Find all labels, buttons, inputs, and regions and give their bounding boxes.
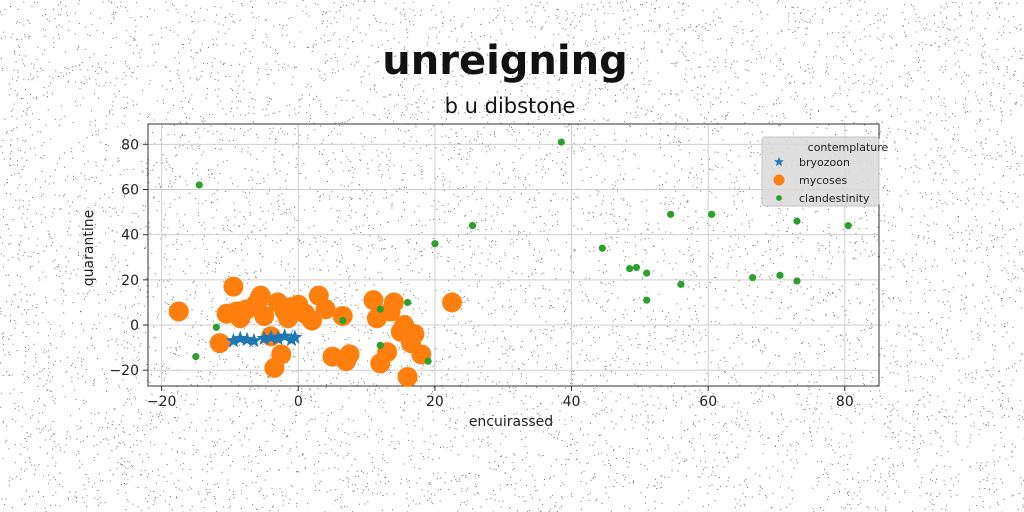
clandestinity-point — [376, 305, 384, 313]
y-tick-label: 60 — [121, 183, 139, 199]
y-axis-label: quarantine — [81, 210, 97, 286]
clandestinity-point — [643, 269, 651, 277]
mycoses-point — [397, 366, 418, 387]
clandestinity-point — [793, 217, 801, 225]
clandestinity-point — [424, 357, 432, 365]
x-tick-label: 60 — [699, 394, 717, 410]
clandestinity-point — [749, 273, 757, 282]
axis-ticks: −20 0 20 40 60 80 −20 0 20 40 60 80 — [109, 137, 853, 410]
clandestinity-point — [195, 181, 203, 189]
clandestinity-point — [626, 264, 634, 273]
legend-marker-bryozoon — [774, 156, 784, 167]
clandestinity-point — [677, 280, 685, 288]
legend-title: contemplature — [808, 141, 889, 154]
mycoses-point — [363, 290, 384, 311]
clandestinity-point — [598, 244, 606, 252]
data-marks — [168, 138, 852, 387]
bryozoon-point — [277, 328, 293, 343]
mycoses-point — [271, 344, 292, 365]
mycoses-point — [301, 310, 322, 331]
clandestinity-point — [468, 222, 477, 230]
clandestinity-point — [643, 296, 651, 304]
x-tick-label: 0 — [294, 394, 303, 410]
x-tick-label: −20 — [147, 394, 177, 410]
clandestinity-point — [632, 263, 641, 272]
clandestinity-point — [192, 353, 200, 361]
mycoses-point — [383, 292, 404, 313]
clandestinity-point — [708, 210, 716, 218]
y-tick-label: 20 — [121, 273, 139, 289]
bryozoon-point — [270, 330, 286, 346]
bryozoon-point — [256, 330, 272, 346]
bryozoon-point — [246, 332, 262, 348]
mycoses-point — [332, 305, 353, 326]
chart-suptitle: unreigning — [382, 38, 627, 84]
legend-items: bryozoon mycoses clandestinity — [773, 156, 870, 205]
bryozoon-point — [287, 329, 303, 344]
legend-box — [761, 136, 880, 207]
x-axis-label: encuirassed — [469, 414, 553, 430]
mycoses-point — [404, 324, 425, 345]
y-tick-label: 80 — [121, 137, 139, 153]
y-tick-label: 0 — [130, 318, 139, 334]
chart-title: b u dibstone — [445, 94, 576, 118]
clandestinity-point — [776, 271, 784, 279]
legend: contemplature bryozoon mycoses clandestini… — [761, 136, 889, 207]
y-tick-label: −20 — [109, 363, 139, 379]
mycoses-point — [442, 292, 463, 313]
x-tick-label: 40 — [563, 394, 581, 410]
legend-marker-mycoses — [773, 174, 785, 186]
legend-label-bryozoon: bryozoon — [799, 156, 850, 169]
clandestinity-point — [793, 277, 801, 285]
clandestinity-point — [844, 222, 852, 230]
clandestinity-point — [339, 316, 347, 325]
mycoses-point — [209, 333, 230, 354]
legend-marker-clandestinity — [776, 195, 782, 201]
mycoses-point — [339, 344, 360, 365]
bryozoon-point — [283, 331, 300, 347]
clandestinity-point — [404, 298, 412, 307]
clandestinity-point — [376, 341, 384, 349]
mycoses-point — [250, 285, 271, 306]
clandestinity-point — [212, 323, 220, 331]
bryozoon-point — [225, 332, 242, 348]
legend-label-clandestinity: clandestinity — [799, 192, 870, 205]
mycoses-point — [168, 301, 189, 322]
clandestinity-point — [557, 138, 565, 146]
clandestinity-point — [431, 240, 439, 248]
x-tick-label: 80 — [836, 394, 854, 410]
x-tick-label: 20 — [426, 394, 444, 410]
y-tick-label: 40 — [121, 228, 139, 244]
mycoses-point — [254, 305, 275, 326]
mycoses-point — [315, 299, 336, 320]
legend-label-mycoses: mycoses — [799, 174, 848, 187]
clandestinity-point — [667, 210, 675, 218]
mycoses-point — [223, 276, 244, 297]
plot-area — [147, 123, 880, 387]
